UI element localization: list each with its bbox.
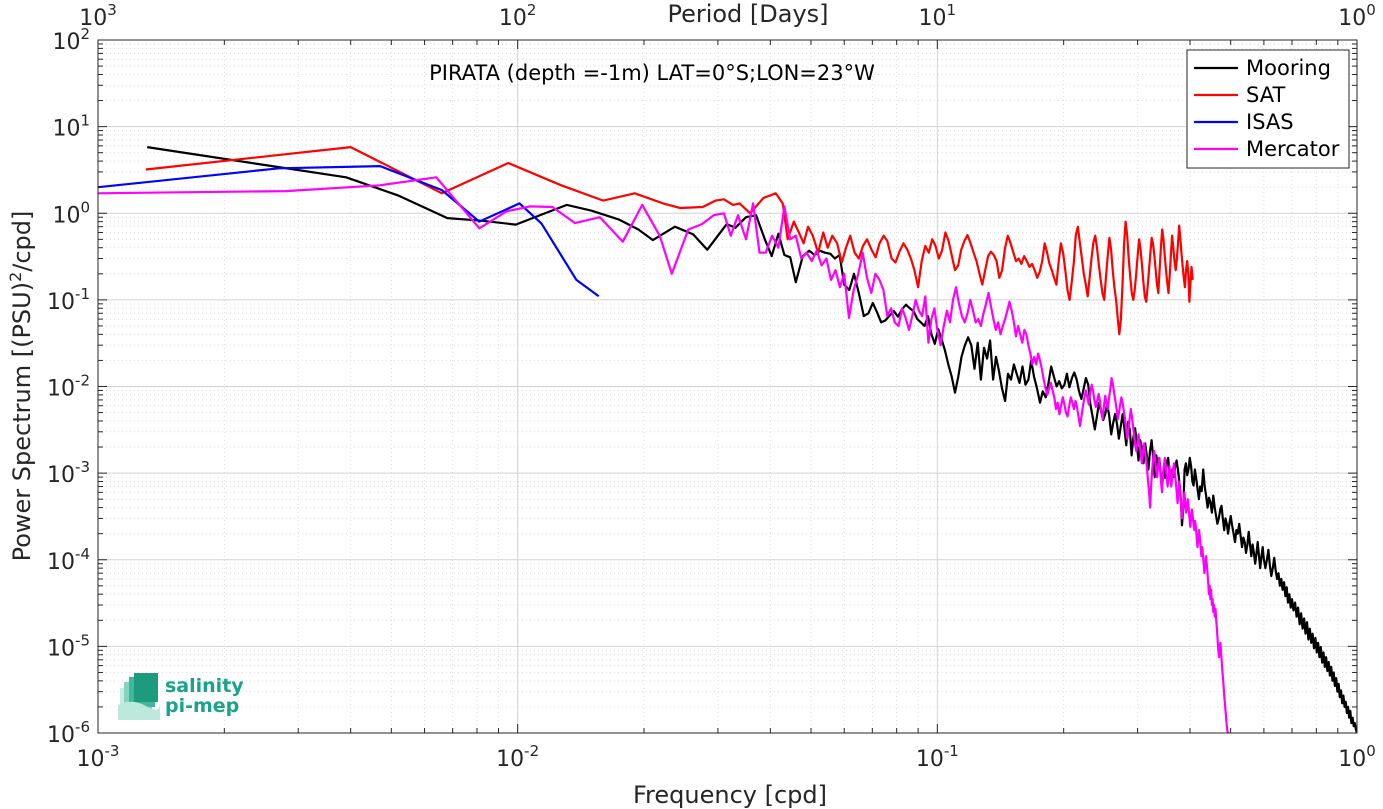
x-tick-label: 100 [1338,742,1376,772]
legend: Mooring SAT ISAS Mercator [1186,49,1350,169]
legend-label-isas: ISAS [1246,110,1294,134]
x-tick-label-exponent: -2 [524,742,539,760]
y-tick-label-exponent: 2 [80,25,90,43]
x-tick-label-exponent: -3 [105,742,120,760]
top-tick-label: 102 [499,1,537,31]
x-axis-label: Frequency [cpd] [633,781,827,809]
legend-label-sat: SAT [1246,83,1285,107]
legend-label-mooring: Mooring [1246,56,1331,80]
axis-ticks [97,39,1358,734]
top-tick-label-exponent: 3 [107,1,117,19]
logo-word-salinity: salinity [165,675,244,697]
series-line-sat [145,146,1194,336]
chart-annotation: PIRATA (depth =-1m) LAT=0°S;LON=23°W [429,61,875,85]
y-tick-label-exponent: -4 [75,545,90,563]
top-tick-label-exponent: 0 [1366,1,1376,19]
top-tick-label: 100 [1338,1,1376,31]
top-tick-label-base: 10 [79,6,107,31]
y-tick-label: 10-4 [47,545,90,575]
logo-mark-icon [118,673,160,720]
top-tick-label-base: 10 [919,6,947,31]
top-tick-label-exponent: 2 [527,1,537,19]
top-tick-label: 101 [919,1,957,31]
top-axis-label: Period [Days] [667,0,828,28]
y-axis-label-main: Power Spectrum [(PSU) [8,282,36,561]
y-axis-label-unit: /cpd] [8,211,36,272]
y-axis-label: Power Spectrum [(PSU)2/cpd] [6,211,36,562]
y-tick-label: 102 [52,25,90,55]
y-tick-label-exponent: 1 [80,112,90,130]
y-tick-label-base: 10 [47,550,75,575]
series-lines [98,146,1357,733]
series-line-isas [98,165,600,298]
y-tick-label-exponent: 0 [80,198,90,216]
y-tick-label-base: 10 [52,117,80,142]
y-tick-label-exponent: -5 [75,631,90,649]
y-tick-label-base: 10 [52,203,80,228]
y-tick-label-base: 10 [47,377,75,402]
y-tick-label-exponent: -3 [75,458,90,476]
y-tick-label-exponent: -1 [75,285,90,303]
salinity-pimep-logo: salinity pi-mep [118,673,244,720]
y-tick-label-base: 10 [52,30,80,55]
y-tick-label: 10-5 [47,631,90,661]
x-tick-label-base: 10 [496,747,524,772]
x-tick-label-base: 10 [77,747,105,772]
top-tick-label-base: 10 [1338,6,1366,31]
x-tick-label-exponent: 0 [1366,742,1376,760]
series-line-mercator [98,176,1229,733]
x-tick-label: 10-1 [916,742,959,772]
y-tick-label: 101 [52,112,90,142]
top-tick-label-exponent: 1 [947,1,957,19]
top-tick-label-base: 10 [499,6,527,31]
y-axis-label-superscript: 2 [6,272,25,282]
top-tick-label: 103 [79,1,117,31]
x-tick-label: 10-3 [77,742,120,772]
x-tick-label-base: 10 [916,747,944,772]
y-tick-label-exponent: -6 [75,718,90,736]
legend-label-mercator: Mercator [1246,137,1340,161]
y-tick-label-base: 10 [47,290,75,315]
y-tick-label-base: 10 [47,723,75,748]
y-tick-label: 10-2 [47,372,90,402]
y-tick-label-exponent: -2 [75,372,90,390]
y-tick-label: 10-1 [47,285,90,315]
logo-word-pimep: pi-mep [165,695,239,717]
y-tick-label: 10-6 [47,718,90,748]
x-tick-label-base: 10 [1338,747,1366,772]
y-tick-label-base: 10 [47,636,75,661]
x-tick-label-exponent: -1 [944,742,959,760]
y-tick-label: 100 [52,198,90,228]
x-tick-label: 10-2 [496,742,539,772]
y-tick-label: 10-3 [47,458,90,488]
y-tick-label-base: 10 [47,463,75,488]
